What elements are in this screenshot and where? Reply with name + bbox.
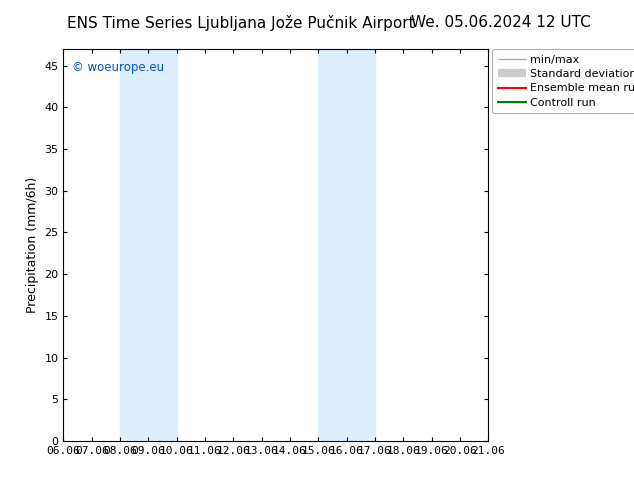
Y-axis label: Precipitation (mm/6h): Precipitation (mm/6h): [26, 177, 39, 313]
Bar: [318, 49, 375, 441]
Text: ENS Time Series Ljubljana Jože Pučnik Airport: ENS Time Series Ljubljana Jože Pučnik Ai…: [67, 15, 415, 31]
Text: We. 05.06.2024 12 UTC: We. 05.06.2024 12 UTC: [411, 15, 591, 30]
Bar: [120, 49, 177, 441]
Legend: min/max, Standard deviation, Ensemble mean run, Controll run: min/max, Standard deviation, Ensemble me…: [493, 49, 634, 114]
Text: © woeurope.eu: © woeurope.eu: [72, 61, 164, 74]
